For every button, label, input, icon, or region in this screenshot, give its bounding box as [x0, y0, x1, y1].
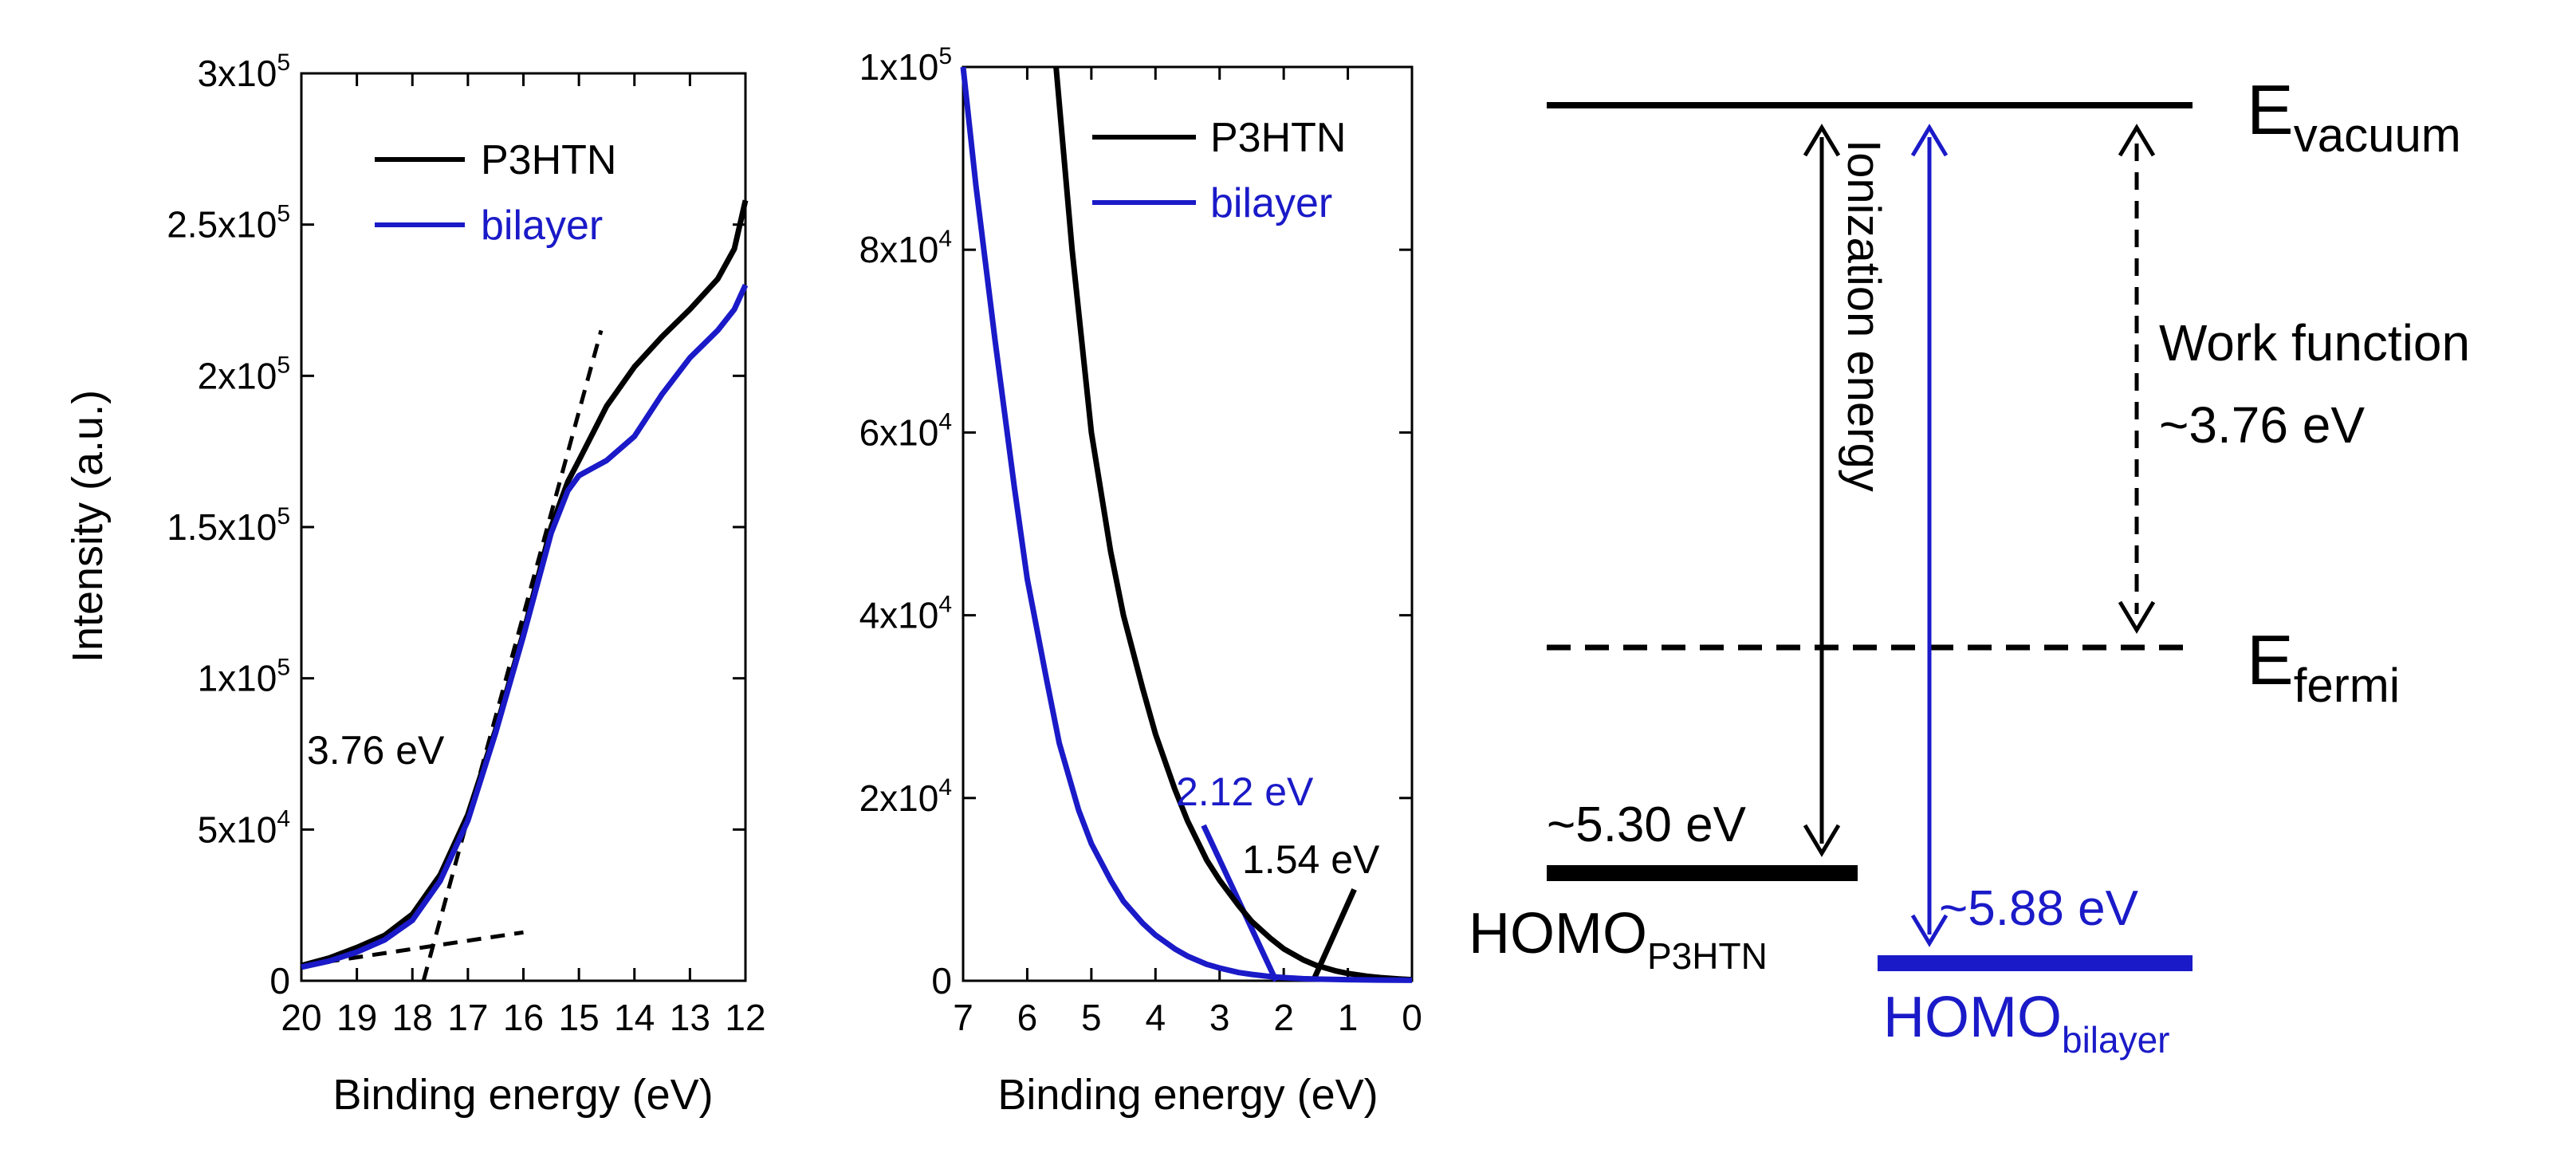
ionization-arrow-blue — [1910, 124, 1949, 947]
x-tick-label: 6 — [1017, 997, 1038, 1038]
e-fermi-label: Efermi — [2247, 620, 2400, 712]
x-tick-label: 19 — [336, 997, 377, 1038]
x-tick-label: 20 — [281, 997, 321, 1038]
y-tick-label: 0 — [269, 960, 290, 1001]
middle-annotation-2-12: 2.12 eV — [1176, 769, 1314, 814]
x-tick-label: 15 — [559, 997, 600, 1038]
x-tick-label: 3 — [1209, 997, 1230, 1038]
legend-label-bilayer: bilayer — [1210, 180, 1332, 226]
legend-label-p3htn: P3HTN — [1210, 115, 1346, 161]
y-tick-label: 1.5x105 — [167, 503, 290, 548]
homo-p3htn-label: HOMOP3HTN — [1469, 902, 1768, 977]
x-tick-label: 1 — [1338, 997, 1359, 1038]
left-legend: P3HTN bilayer — [375, 137, 616, 249]
left-series — [301, 199, 749, 982]
middle-annotation-1-54: 1.54 eV — [1242, 837, 1380, 882]
y-tick-label: 1x105 — [859, 43, 952, 88]
y-tick-label: 0 — [931, 960, 952, 1001]
middle-axes: 7 6 5 4 3 2 1 0 0 2x104 4x104 6x104 8x104 1x105 — [859, 43, 1422, 1038]
fit-line — [421, 329, 604, 982]
x-tick-label: 16 — [503, 997, 544, 1038]
left-y-axis-title: Intensity (a.u.) — [64, 390, 112, 663]
x-tick-label: 0 — [1402, 997, 1422, 1038]
x-tick-label: 2 — [1273, 997, 1294, 1038]
middle-legend: P3HTN bilayer — [1092, 115, 1346, 226]
e-vacuum-label: Evacuum — [2247, 70, 2461, 162]
y-tick-label: 2.5x105 — [167, 201, 290, 246]
work-function-value: ~3.76 eV — [2159, 396, 2365, 454]
series-line-bilayer — [960, 66, 1413, 983]
series-line-p3htn — [301, 199, 749, 969]
y-tick-label: 1x105 — [198, 655, 290, 699]
work-function-arrow — [2118, 124, 2156, 634]
left-annotation-3-76: 3.76 eV — [307, 728, 445, 773]
homo-bilayer-value: ~5.88 eV — [1939, 881, 2139, 936]
x-tick-label: 4 — [1145, 997, 1166, 1038]
left-x-axis-title: Binding energy (eV) — [332, 1071, 713, 1119]
y-tick-label: 4x104 — [859, 592, 952, 636]
legend-label-p3htn: P3HTN — [481, 137, 616, 183]
legend-label-bilayer: bilayer — [481, 203, 603, 249]
work-function-label: Work function — [2159, 314, 2470, 372]
series-line-p3htn — [1053, 66, 1413, 983]
energy-level-diagram: Ionization energy Work function ~3.76 eV… — [1469, 70, 2470, 1061]
x-tick-label: 7 — [953, 997, 973, 1038]
left-axes: 20 19 18 17 16 15 14 13 12 0 5x104 1x105 1.5x105 2x10… — [167, 49, 765, 1038]
x-tick-label: 14 — [614, 997, 655, 1038]
left-uv-chart: 20 19 18 17 16 15 14 13 12 0 5x104 1x105 1.5x105 2x10… — [64, 49, 766, 1119]
homo-p3htn-value: ~5.30 eV — [1547, 797, 1747, 852]
y-tick-label: 2x105 — [198, 352, 290, 396]
y-tick-label: 5x104 — [198, 805, 290, 850]
series-line-bilayer — [301, 284, 749, 970]
x-tick-label: 5 — [1081, 997, 1102, 1038]
homo-bilayer-label: HOMObilayer — [1883, 986, 2170, 1061]
y-tick-label: 2x104 — [859, 774, 952, 819]
x-tick-label: 13 — [670, 997, 710, 1038]
y-tick-label: 6x104 — [859, 408, 952, 453]
ionization-arrow-black — [1803, 124, 1841, 857]
y-tick-label: 8x104 — [859, 226, 952, 270]
y-tick-label: 3x105 — [198, 49, 290, 94]
x-tick-label: 12 — [725, 997, 765, 1038]
middle-series — [960, 66, 1413, 983]
middle-uv-chart: 7 6 5 4 3 2 1 0 0 2x104 4x104 6x104 8x104 1x105 P3HTN… — [859, 43, 1422, 1119]
middle-x-axis-title: Binding energy (eV) — [997, 1071, 1378, 1119]
ionization-energy-label: Ionization energy — [1838, 140, 1890, 492]
x-tick-label: 18 — [392, 997, 433, 1038]
middle-plot-frame — [962, 65, 1414, 982]
x-tick-label: 17 — [447, 997, 488, 1038]
